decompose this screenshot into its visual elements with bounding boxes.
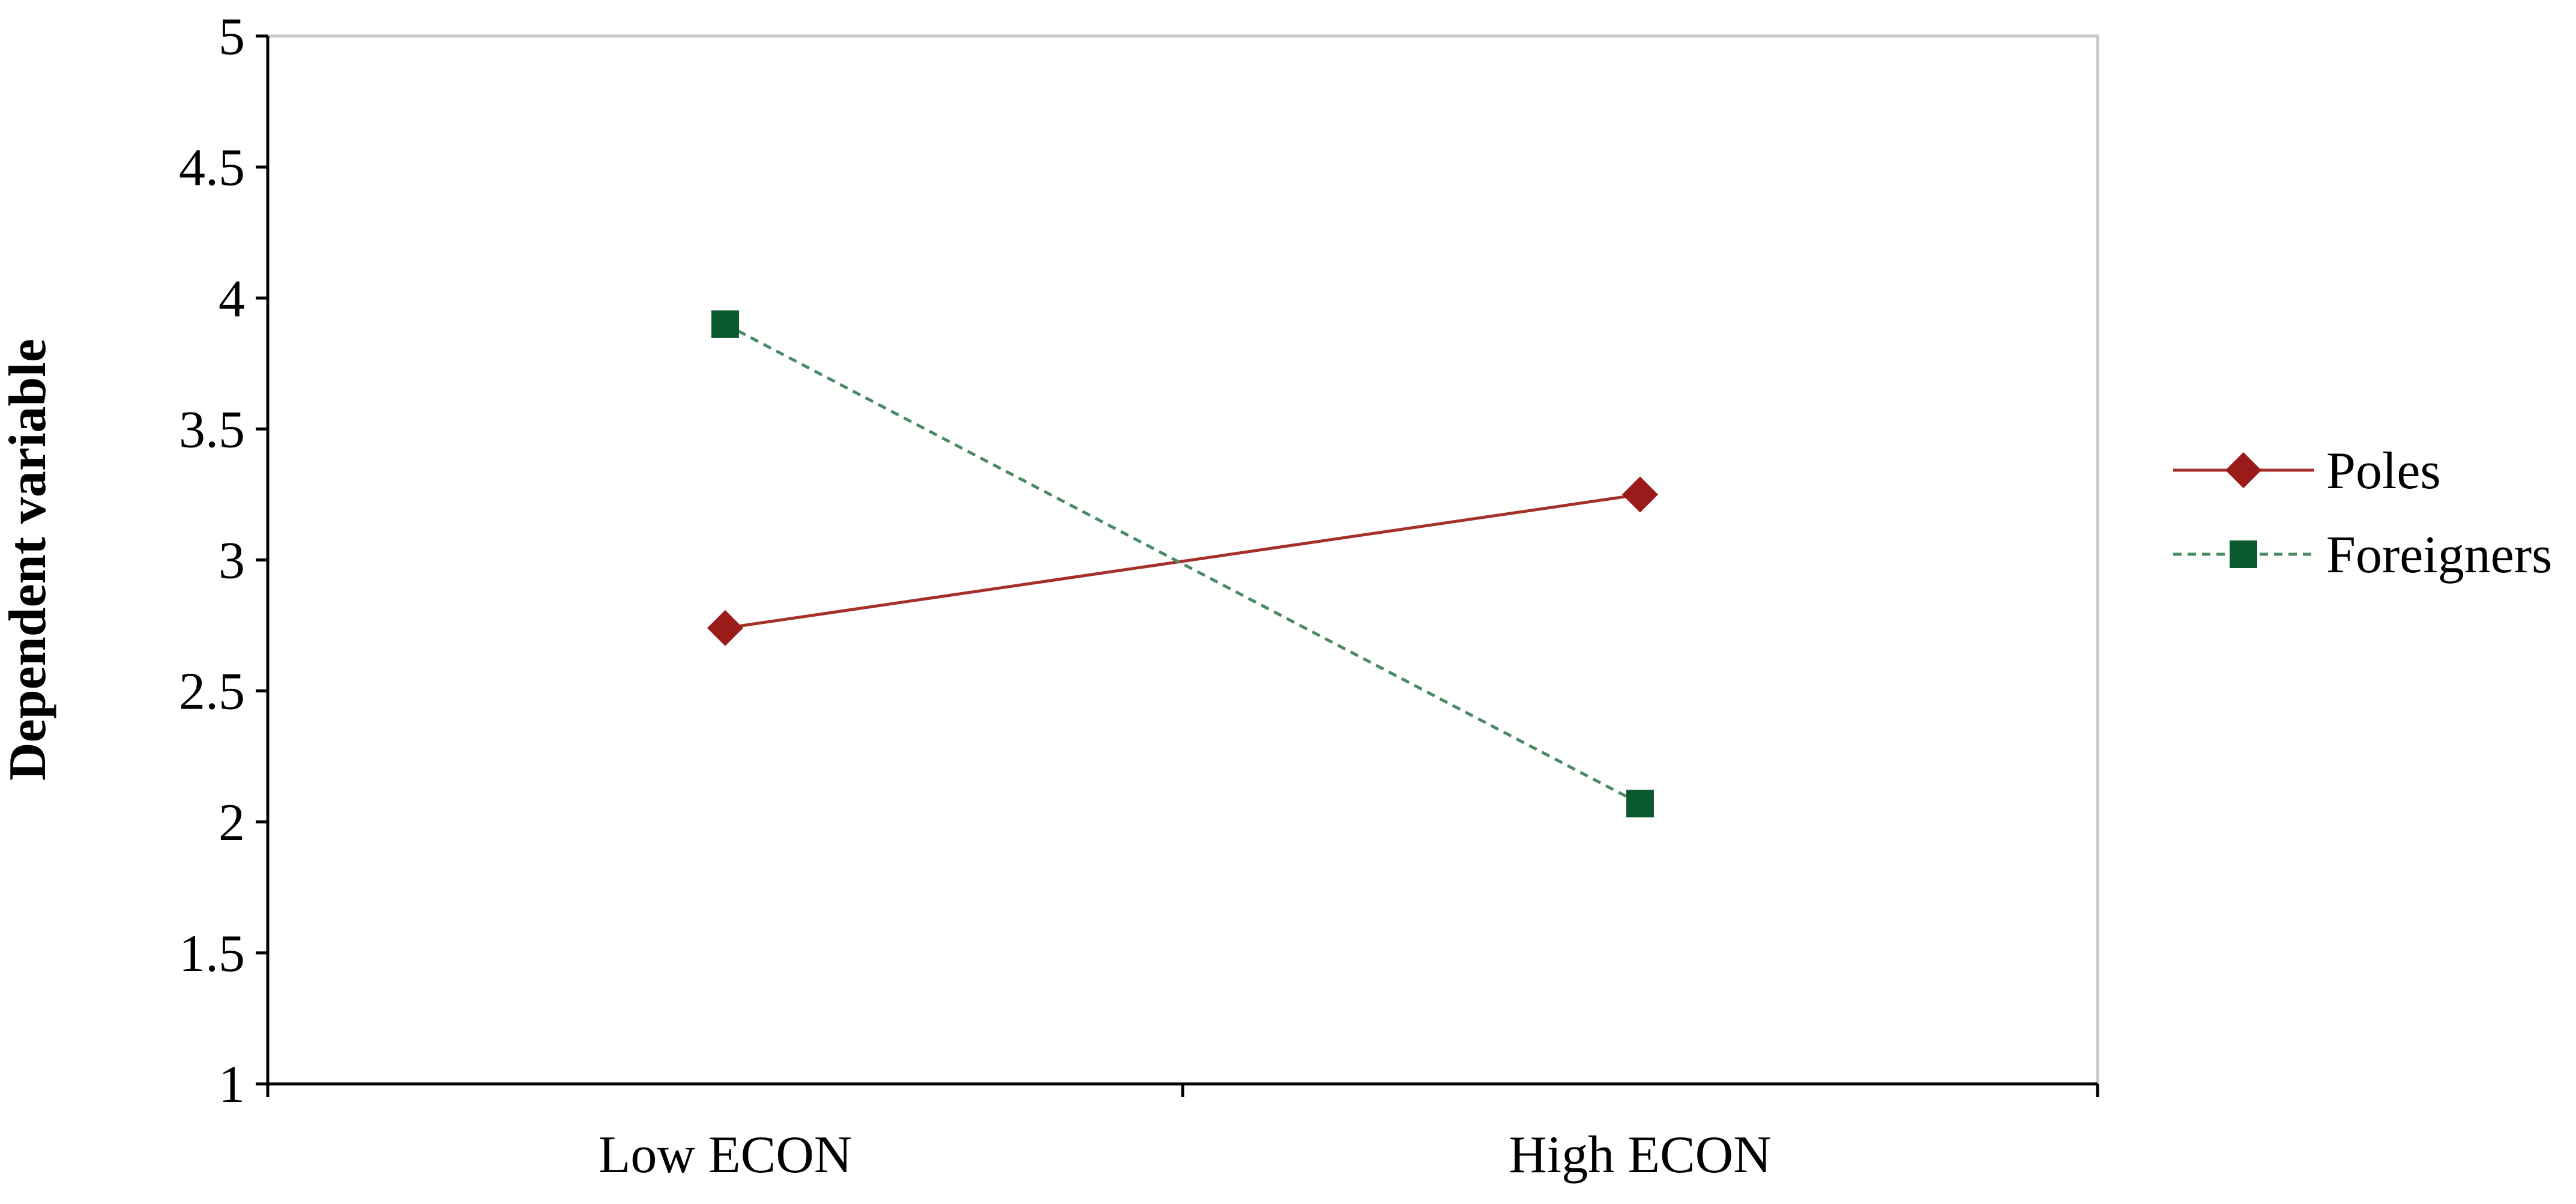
y-tick-label: 2.5	[179, 663, 245, 721]
legend-marker-foreigners	[2230, 540, 2257, 568]
data-point-poles	[707, 610, 743, 646]
y-axis-ticks: 1 1.5 2 2.5 3 3.5 4 4.5 5	[179, 8, 268, 1114]
legend-item-poles: Poles	[2173, 442, 2441, 500]
y-tick-label: 2	[219, 794, 245, 852]
series-line-poles	[725, 492, 1641, 630]
y-tick-label: 3.5	[179, 401, 245, 459]
data-point-foreigners	[711, 310, 739, 338]
y-tick-label: 3	[219, 532, 245, 590]
series-line-foreigners	[724, 322, 1641, 805]
data-point-poles	[1622, 476, 1658, 513]
legend-marker-poles	[2225, 452, 2261, 488]
y-axis-title: Dependent variable	[0, 339, 57, 781]
series-poles	[707, 476, 1658, 646]
y-tick-label: 5	[219, 8, 245, 66]
y-tick-label: 1	[219, 1056, 245, 1114]
legend-item-foreigners: Foreigners	[2173, 526, 2552, 584]
legend: Poles Foreigners	[2173, 442, 2552, 584]
legend-label-foreigners: Foreigners	[2326, 526, 2552, 584]
series-foreigners	[711, 310, 1654, 818]
x-category-label: High ECON	[1509, 1126, 1772, 1184]
y-tick-label: 4	[219, 270, 245, 328]
y-tick-label: 4.5	[179, 139, 245, 197]
x-axis-ticks: Low ECON High ECON	[266, 1084, 2099, 1184]
y-tick-label: 1.5	[179, 925, 245, 983]
x-category-label: Low ECON	[599, 1126, 852, 1184]
series-layer	[707, 310, 1658, 818]
legend-label-poles: Poles	[2326, 442, 2441, 500]
data-point-foreigners	[1626, 790, 1654, 818]
